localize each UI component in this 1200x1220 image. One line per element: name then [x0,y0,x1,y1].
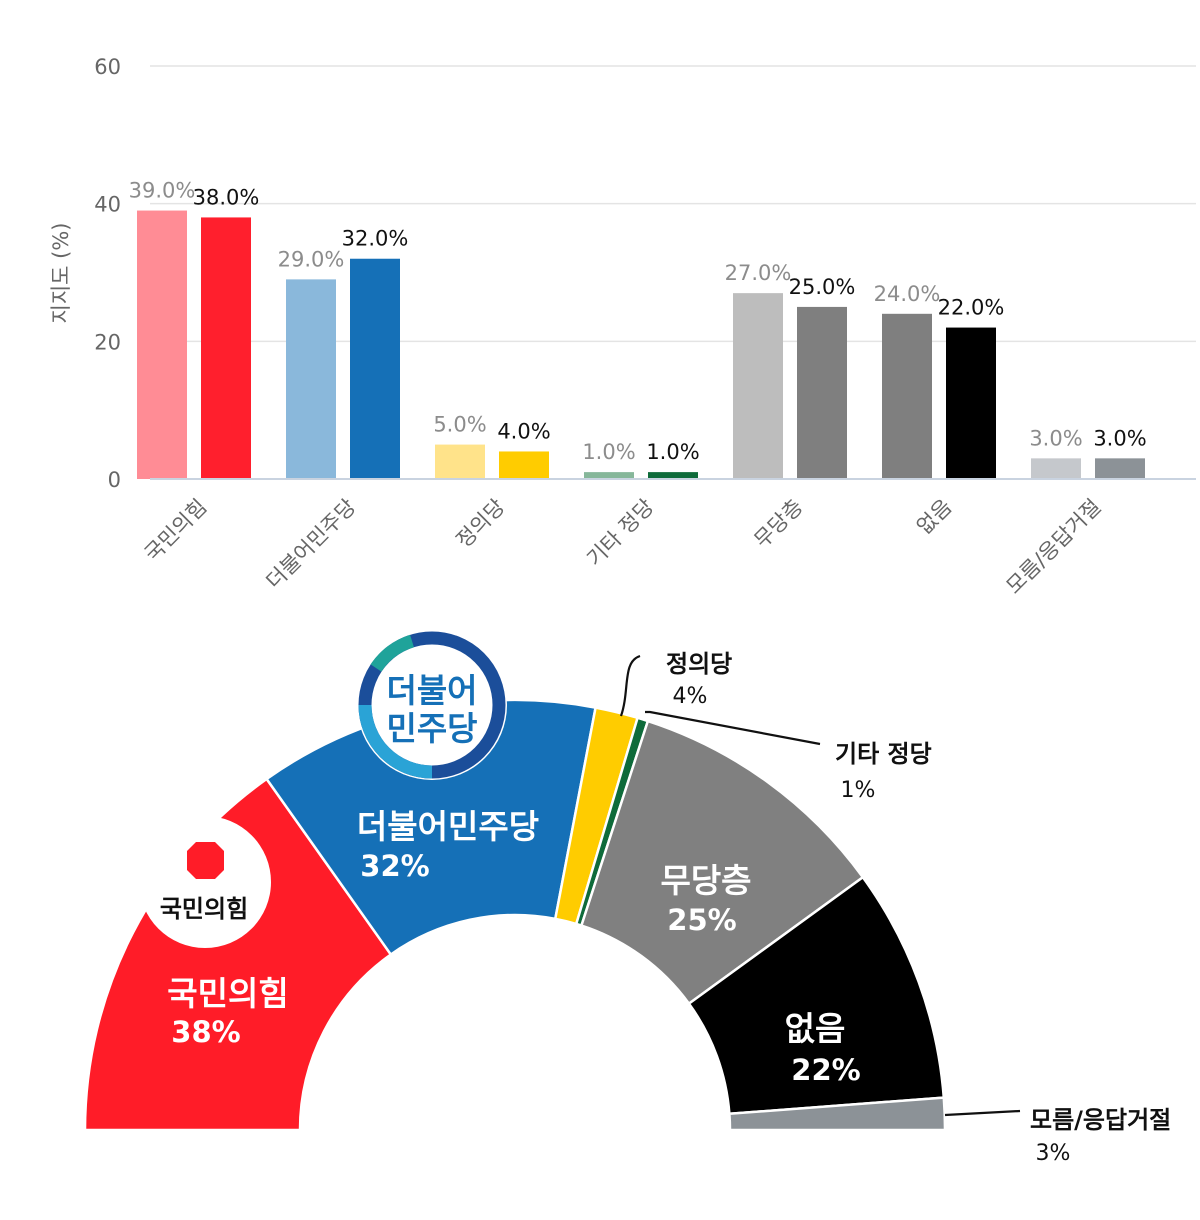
bar-current [350,258,400,479]
dp-logo-line2: 민주당 [386,709,477,748]
bar-value-label: 27.0% [725,261,792,285]
slice-pct: 3% [1036,1141,1071,1166]
slice [83,777,393,1132]
slice-pct: 38% [171,1015,240,1049]
ppp-logo-text: 국민의힘 [160,895,248,923]
bar-value-label: 22.0% [938,296,1005,320]
bar-value-label: 32.0% [342,227,409,251]
x-tick-label: 모름/응답거절 [1002,495,1106,599]
y-tick-label: 0 [108,468,121,492]
bar-value-label: 29.0% [278,247,345,271]
slice-label: 무당층 [660,861,751,900]
x-tick-label: 더불어민주당 [262,495,361,594]
bar-value-label: 39.0% [129,179,196,203]
bar-previous [584,472,634,479]
y-tick-label: 60 [94,55,121,79]
slice-pct: 1% [841,778,876,803]
bar-previous [1031,458,1081,479]
bar-current [201,217,251,479]
ppp-party-logo-icon: 국민의힘 [139,816,271,948]
y-axis-ticks: 0 20 40 60 [94,55,121,492]
slice-label: 없음 [785,1009,846,1048]
x-axis-ticks: 국민의힘 더불어민주당 정의당 기타 정당 무당층 없음 모름/응답거절 [140,495,1106,599]
bar-current [499,451,549,479]
bar-value-label: 1.0% [582,440,635,464]
x-tick-label: 없음 [912,495,956,539]
leader-lines [619,654,1021,1117]
semicircle-slices [83,698,947,1132]
slice-pct: 25% [667,903,736,937]
slice-label: 국민의힘 [167,974,288,1013]
bar-previous [137,210,187,480]
bar-previous [882,313,932,479]
slice-pct: 32% [360,849,429,883]
bar-value-label: 4.0% [497,419,550,443]
bar-value-label: 3.0% [1093,426,1146,450]
bar-previous [286,279,336,479]
y-axis-label: 지지도 (%) [49,223,73,324]
leader-line [645,710,821,746]
dp-logo-line1: 더불어 [386,671,477,710]
bar-current [1095,458,1145,479]
dp-party-logo-icon: 더불어 민주당 [357,630,507,780]
bar-value-label: 25.0% [789,275,856,299]
bar-current [797,306,847,479]
bar-current [648,472,698,479]
bar-value-label: 5.0% [433,413,486,437]
bar-value-label: 24.0% [874,282,941,306]
bar-current [946,327,996,479]
y-tick-label: 20 [94,330,121,354]
slice-label: 기타 정당 [835,740,932,768]
y-tick-label: 40 [94,193,121,217]
bar-value-label: 1.0% [646,440,699,464]
bar-chart: 0 20 40 60 지지도 (%) 39.0%38.0% 29.0%32.0% 5.0%… [49,55,1196,599]
bar-previous [435,444,485,479]
ppp-logo-mark-icon [187,842,224,879]
slice-label: 더불어민주당 [357,807,539,846]
slice-label: 모름/응답거절 [1030,1106,1171,1134]
x-tick-label: 기타 정당 [582,495,658,571]
bar-previous [733,293,783,479]
bar-value-labels: 39.0%38.0% 29.0%32.0% 5.0% 4.0% 1.0% 1.0% 27.0… [129,179,1147,465]
bar-value-label: 3.0% [1029,426,1082,450]
x-tick-label: 국민의힘 [140,495,212,567]
slice-pct: 22% [791,1053,860,1087]
slice-pct: 4% [673,684,708,709]
bar-value-label: 38.0% [193,185,260,209]
slice [264,698,598,957]
x-tick-label: 무당층 [750,495,808,553]
slice [728,1096,947,1132]
x-tick-label: 정의당 [452,495,510,553]
leader-line [619,654,641,717]
leader-line [944,1109,1021,1117]
bar-series [137,210,1196,480]
slice-label: 정의당 [666,650,732,678]
